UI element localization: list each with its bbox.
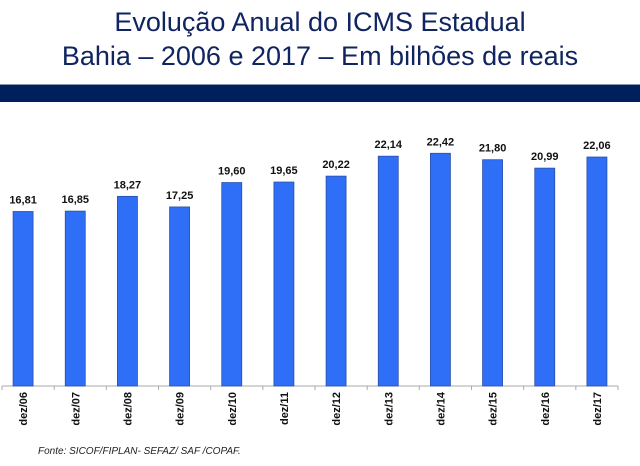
bar bbox=[221, 182, 243, 387]
bar bbox=[273, 181, 295, 387]
bar bbox=[430, 152, 451, 387]
bar bbox=[534, 167, 556, 387]
bar bbox=[64, 210, 86, 387]
x-tick-label: dez/10 bbox=[227, 392, 239, 426]
data-label: 20,22 bbox=[322, 159, 350, 171]
x-tick-label: dez/07 bbox=[70, 392, 82, 426]
data-label: 16,81 bbox=[9, 195, 37, 207]
bar bbox=[377, 155, 399, 387]
data-label: 22,42 bbox=[427, 136, 455, 148]
bar bbox=[169, 206, 190, 387]
data-label: 21,80 bbox=[479, 143, 507, 155]
data-label: 17,25 bbox=[166, 190, 194, 202]
x-tick-label: dez/08 bbox=[122, 392, 134, 426]
bar bbox=[12, 211, 34, 387]
bar bbox=[325, 175, 347, 387]
x-tick-label: dez/13 bbox=[383, 392, 395, 426]
x-tick-label: dez/17 bbox=[592, 392, 604, 426]
x-tick-label: dez/15 bbox=[488, 392, 500, 426]
bar bbox=[586, 156, 608, 387]
data-label: 22,14 bbox=[374, 139, 402, 151]
title-line-2: Bahia – 2006 e 2017 – Em bilhões de reai… bbox=[61, 41, 579, 71]
header-band bbox=[0, 84, 640, 102]
data-label: 19,65 bbox=[270, 165, 298, 177]
data-label: 18,27 bbox=[114, 179, 142, 191]
x-tick-label: dez/12 bbox=[331, 392, 343, 426]
title-line-1: Evolução Anual do ICMS Estadual bbox=[114, 7, 526, 37]
x-tick-label: dez/09 bbox=[175, 392, 187, 426]
data-label: 22,06 bbox=[583, 140, 611, 152]
x-tick-label: dez/14 bbox=[435, 391, 447, 426]
x-tick-label: dez/06 bbox=[18, 392, 30, 426]
x-tick-label: dez/16 bbox=[540, 392, 552, 426]
source-note: Fonte: SICOF/FIPLAN- SEFAZ/ SAF /COPAF. bbox=[38, 446, 241, 457]
data-label: 16,85 bbox=[61, 194, 89, 206]
bar bbox=[117, 195, 138, 387]
x-tick-label: dez/11 bbox=[279, 392, 291, 425]
data-label: 19,60 bbox=[218, 166, 246, 178]
bar bbox=[482, 159, 503, 387]
data-label: 20,99 bbox=[531, 151, 559, 163]
